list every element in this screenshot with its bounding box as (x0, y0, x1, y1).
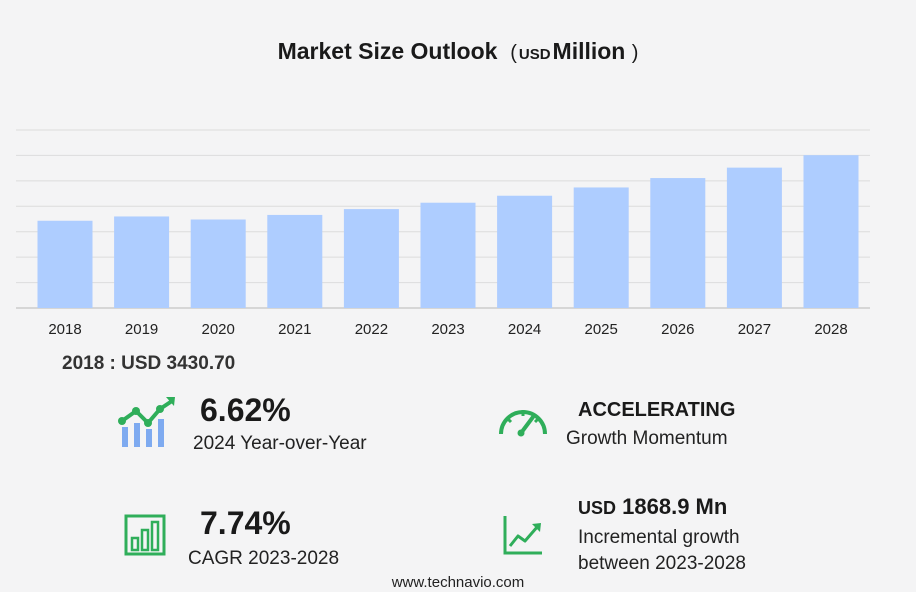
x-tick-label: 2020 (202, 321, 235, 338)
cagr-label: CAGR 2023-2028 (188, 548, 340, 569)
growth-chart-icon (118, 397, 175, 447)
title-unit: USD (518, 46, 551, 63)
incremental-label-line2: between 2023-2028 (578, 553, 746, 574)
x-tick-label: 2023 (431, 321, 464, 338)
x-tick-label: 2026 (661, 321, 694, 338)
incremental-amount: 1868.9 Mn (622, 494, 728, 519)
bar-2021 (267, 214, 323, 308)
cagr-value: 7.74% (200, 505, 291, 541)
incremental-unit: USD (578, 498, 617, 518)
x-tick-label: 2019 (125, 321, 158, 338)
bar-chart-icon (124, 514, 166, 556)
chart-title: Market Size Outlook (USDMillion ) (0, 38, 916, 65)
bar-2024 (497, 195, 553, 308)
bar-2025 (573, 187, 629, 308)
bar-2019 (114, 216, 170, 308)
base-year-stat: 2018 : USD 3430.70 (62, 353, 236, 374)
x-tick-label: 2024 (508, 321, 541, 338)
title-scale: Million (552, 38, 626, 64)
bar-2023 (420, 202, 476, 308)
title-main: Market Size Outlook (277, 38, 498, 64)
momentum-label: Growth Momentum (566, 428, 728, 449)
bar-chart: 2018 2019 2020 2021 2022 2023 2024 2025 2026 2027… (16, 129, 870, 338)
bar-2020 (190, 219, 246, 308)
bar-2018 (37, 220, 93, 308)
x-tick-label: 2022 (355, 321, 388, 338)
x-tick-label: 2027 (738, 321, 771, 338)
x-tick-label: 2025 (585, 321, 618, 338)
x-tick-label: 2021 (278, 321, 311, 338)
x-tick-label: 2028 (814, 321, 847, 338)
bar-2026 (650, 178, 706, 308)
trend-line-icon (503, 516, 542, 555)
bar-2022 (343, 209, 399, 308)
incremental-label-line1: Incremental growth (578, 527, 740, 548)
yoy-value: 6.62% (200, 392, 291, 428)
yoy-label: 2024 Year-over-Year (193, 433, 367, 454)
title-open-paren: ( (510, 42, 517, 64)
title-close-paren: ) (631, 42, 639, 64)
incremental-value: USD 1868.9 Mn (578, 494, 727, 520)
momentum-value: ACCELERATING (578, 399, 736, 421)
footer-source: www.technavio.com (391, 574, 525, 591)
speedometer-icon (499, 410, 547, 437)
x-tick-label: 2018 (48, 321, 81, 338)
bar-2028 (803, 155, 859, 308)
bar-2027 (726, 167, 782, 308)
